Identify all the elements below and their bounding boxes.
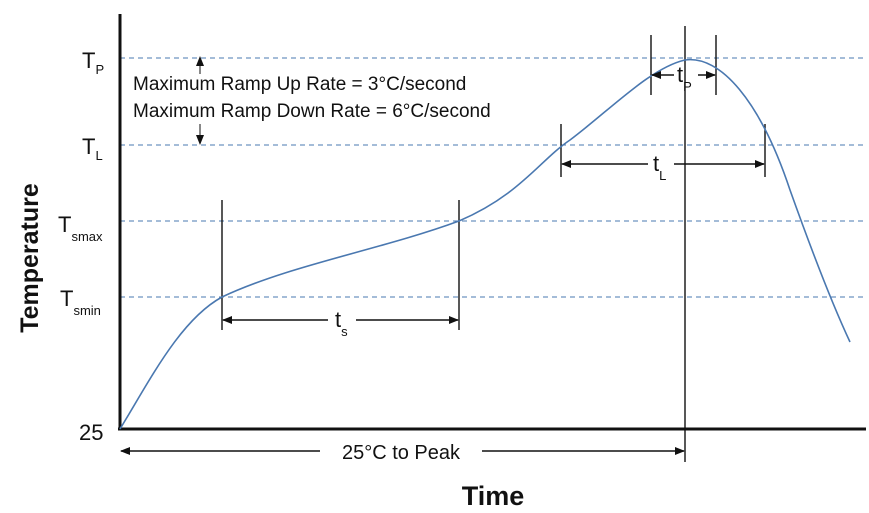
x-axis-title: Time [462, 481, 525, 511]
y-origin-label: 25 [79, 420, 103, 445]
ramp-down-text: Maximum Ramp Down Rate = 6°C/second [133, 101, 491, 122]
tsmin-label: Tsmin [60, 286, 101, 318]
ts-label: ts [335, 307, 348, 339]
tl-label: TL [82, 134, 103, 163]
ramp-up-text: Maximum Ramp Up Rate = 3°C/second [133, 74, 466, 95]
tsmax-label: Tsmax [58, 212, 103, 244]
tl-duration-label: tL [653, 151, 666, 183]
reflow-curve [119, 58, 851, 430]
tp-label: TP [82, 48, 104, 77]
to-peak-label: 25°C to Peak [342, 442, 461, 464]
tp-duration-label: tP [677, 62, 692, 94]
y-axis-title: Temperature [16, 183, 44, 333]
